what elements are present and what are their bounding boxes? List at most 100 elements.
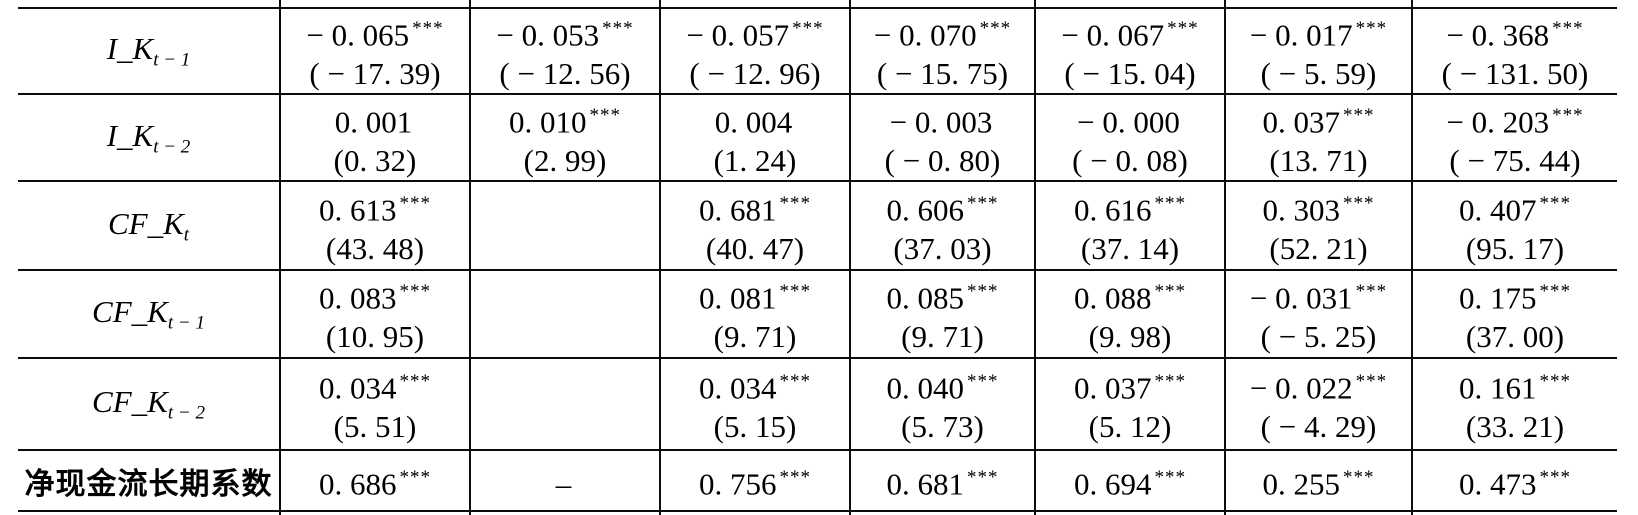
coefficient-value: 0. 175 xyxy=(1459,280,1537,316)
significance-stars: *** xyxy=(1343,104,1375,126)
t-statistic: (40. 47) xyxy=(705,230,805,266)
row-label-cell: I_Kt − 2 xyxy=(18,93,280,182)
data-cell: − 0. 003( − 0. 80) xyxy=(849,93,1035,182)
coefficient-value: 0. 161 xyxy=(1459,370,1537,406)
t-statistic: ( − 17. 39) xyxy=(309,56,441,92)
t-statistic: (95. 17) xyxy=(1465,230,1565,266)
coefficient-value: 0. 037 xyxy=(1262,103,1341,139)
table-row: CF_Kt 0. 613 *** (43. 48) 0. 681 *** (40. 47… xyxy=(18,180,1617,271)
coefficient-value: 0. 694 xyxy=(1074,466,1152,502)
coefficient-value: − 0. 017 xyxy=(1249,17,1353,53)
significance-stars: *** xyxy=(589,104,621,126)
coefficient-value: 0. 004 xyxy=(714,103,793,139)
data-cell: 0. 161 *** (33. 21) xyxy=(1411,357,1617,451)
t-statistic: (9. 71) xyxy=(713,319,797,355)
row-label-cell: CF_Kt − 2 xyxy=(18,357,280,451)
table-row: I_Kt − 2 0. 001 (0. 32) 0. 010 *** (2. 99) … xyxy=(18,93,1617,182)
significance-stars: *** xyxy=(1167,18,1199,39)
data-cell: − 0. 070 *** ( − 15. 75) xyxy=(849,6,1035,95)
stub-cell xyxy=(659,0,850,8)
data-cell: 0. 085 *** (9. 71) xyxy=(849,269,1035,359)
significance-stars: *** xyxy=(399,192,431,214)
significance-stars: *** xyxy=(399,371,431,393)
data-cell: 0. 037 *** (5. 12) xyxy=(1034,357,1225,451)
significance-stars: *** xyxy=(1539,281,1571,303)
t-statistic: ( − 4. 29) xyxy=(1260,409,1377,445)
coefficient-value: − 0. 203 xyxy=(1446,103,1550,139)
data-cell: − 0. 368 *** ( − 131. 50) xyxy=(1411,6,1617,95)
coefficient-value: 0. 037 xyxy=(1074,370,1152,406)
significance-stars: *** xyxy=(792,18,824,39)
significance-stars: *** xyxy=(967,467,999,489)
data-cell: 0. 613 *** (43. 48) xyxy=(279,180,470,271)
t-statistic: (9. 71) xyxy=(901,319,984,355)
t-statistic: (5. 51) xyxy=(333,409,417,445)
t-statistic: ( − 0. 08) xyxy=(1072,142,1188,178)
t-statistic: (5. 12) xyxy=(1088,409,1172,445)
data-cell: 0. 407 *** (95. 17) xyxy=(1411,180,1617,271)
coefficient-value: 0. 303 xyxy=(1262,191,1341,227)
coefficient-value: 0. 756 xyxy=(699,466,777,502)
coefficient-value: 0. 081 xyxy=(699,280,777,316)
variable-name: I_K xyxy=(106,30,154,66)
row-label-cell: I_Kt − 1 xyxy=(18,6,280,95)
t-statistic: ( − 15. 75) xyxy=(876,56,1009,92)
significance-stars: *** xyxy=(779,371,811,393)
coefficient-value: 0. 255 xyxy=(1262,466,1341,502)
data-cell: 0. 303 *** (52. 21) xyxy=(1224,180,1412,271)
data-cell: 0. 756 *** xyxy=(659,449,850,513)
variable-label: I_Kt − 1 xyxy=(106,30,191,71)
time-subscript: t − 1 xyxy=(167,312,205,334)
significance-stars: *** xyxy=(1154,467,1186,489)
variable-label: I_Kt − 2 xyxy=(106,117,191,158)
significance-stars: *** xyxy=(1539,371,1571,393)
variable-name: I_K xyxy=(106,117,154,153)
coefficient-value: 0. 606 xyxy=(886,191,965,227)
coefficient-value: 0. 083 xyxy=(319,280,397,316)
coefficient-value: − 0. 067 xyxy=(1061,17,1165,53)
data-cell: – xyxy=(469,449,660,513)
variable-name: CF_K xyxy=(107,205,184,241)
coefficient-value: – xyxy=(555,466,572,502)
time-subscript: t − 2 xyxy=(153,136,191,158)
t-statistic: ( − 131. 50) xyxy=(1441,56,1589,92)
data-cell: − 0. 017 *** ( − 5. 59) xyxy=(1224,6,1412,95)
data-cell xyxy=(469,269,660,359)
stub-cell xyxy=(279,511,470,515)
significance-stars: *** xyxy=(1355,18,1388,39)
coefficient-value: 0. 681 xyxy=(699,191,777,227)
data-cell: 0. 001 (0. 32) xyxy=(279,93,470,182)
data-cell: 0. 010 *** (2. 99) xyxy=(469,93,660,182)
significance-stars: *** xyxy=(979,18,1012,39)
table-row-stub-bottom xyxy=(18,511,1617,515)
significance-stars: *** xyxy=(967,371,999,393)
coefficient-value: 0. 681 xyxy=(886,466,965,502)
significance-stars: *** xyxy=(1343,192,1375,214)
data-cell: 0. 606 *** (37. 03) xyxy=(849,180,1035,271)
stub-cell xyxy=(1224,0,1412,8)
t-statistic: ( − 12. 96) xyxy=(689,56,821,92)
t-statistic: (37. 03) xyxy=(893,230,992,266)
significance-stars: *** xyxy=(1154,192,1186,214)
coefficient-value: 0. 473 xyxy=(1459,466,1537,502)
coefficient-value: 0. 040 xyxy=(886,370,965,406)
significance-stars: *** xyxy=(1539,467,1571,489)
significance-stars: *** xyxy=(399,281,431,303)
coefficient-value: 0. 616 xyxy=(1074,191,1152,227)
coefficient-value: − 0. 003 xyxy=(889,103,993,139)
significance-stars: *** xyxy=(1539,192,1571,214)
significance-stars: *** xyxy=(1355,371,1388,393)
significance-stars: *** xyxy=(602,18,634,39)
data-cell xyxy=(469,357,660,451)
significance-stars: *** xyxy=(1154,281,1186,303)
t-statistic: (5. 15) xyxy=(713,409,797,445)
t-statistic: (10. 95) xyxy=(325,319,425,355)
variable-name: CF_K xyxy=(92,294,168,329)
data-cell: − 0. 053 *** ( − 12. 56) xyxy=(469,6,660,95)
stub-cell xyxy=(849,511,1035,515)
t-statistic: (37. 14) xyxy=(1080,230,1180,266)
row-label-cell: CF_Kt − 1 xyxy=(18,269,280,359)
time-subscript: t xyxy=(183,224,190,246)
table-row: 净现金流长期系数 0. 686 *** – 0. 756 *** 0. 681 ***… xyxy=(18,449,1617,513)
stub-cell xyxy=(1034,0,1225,8)
